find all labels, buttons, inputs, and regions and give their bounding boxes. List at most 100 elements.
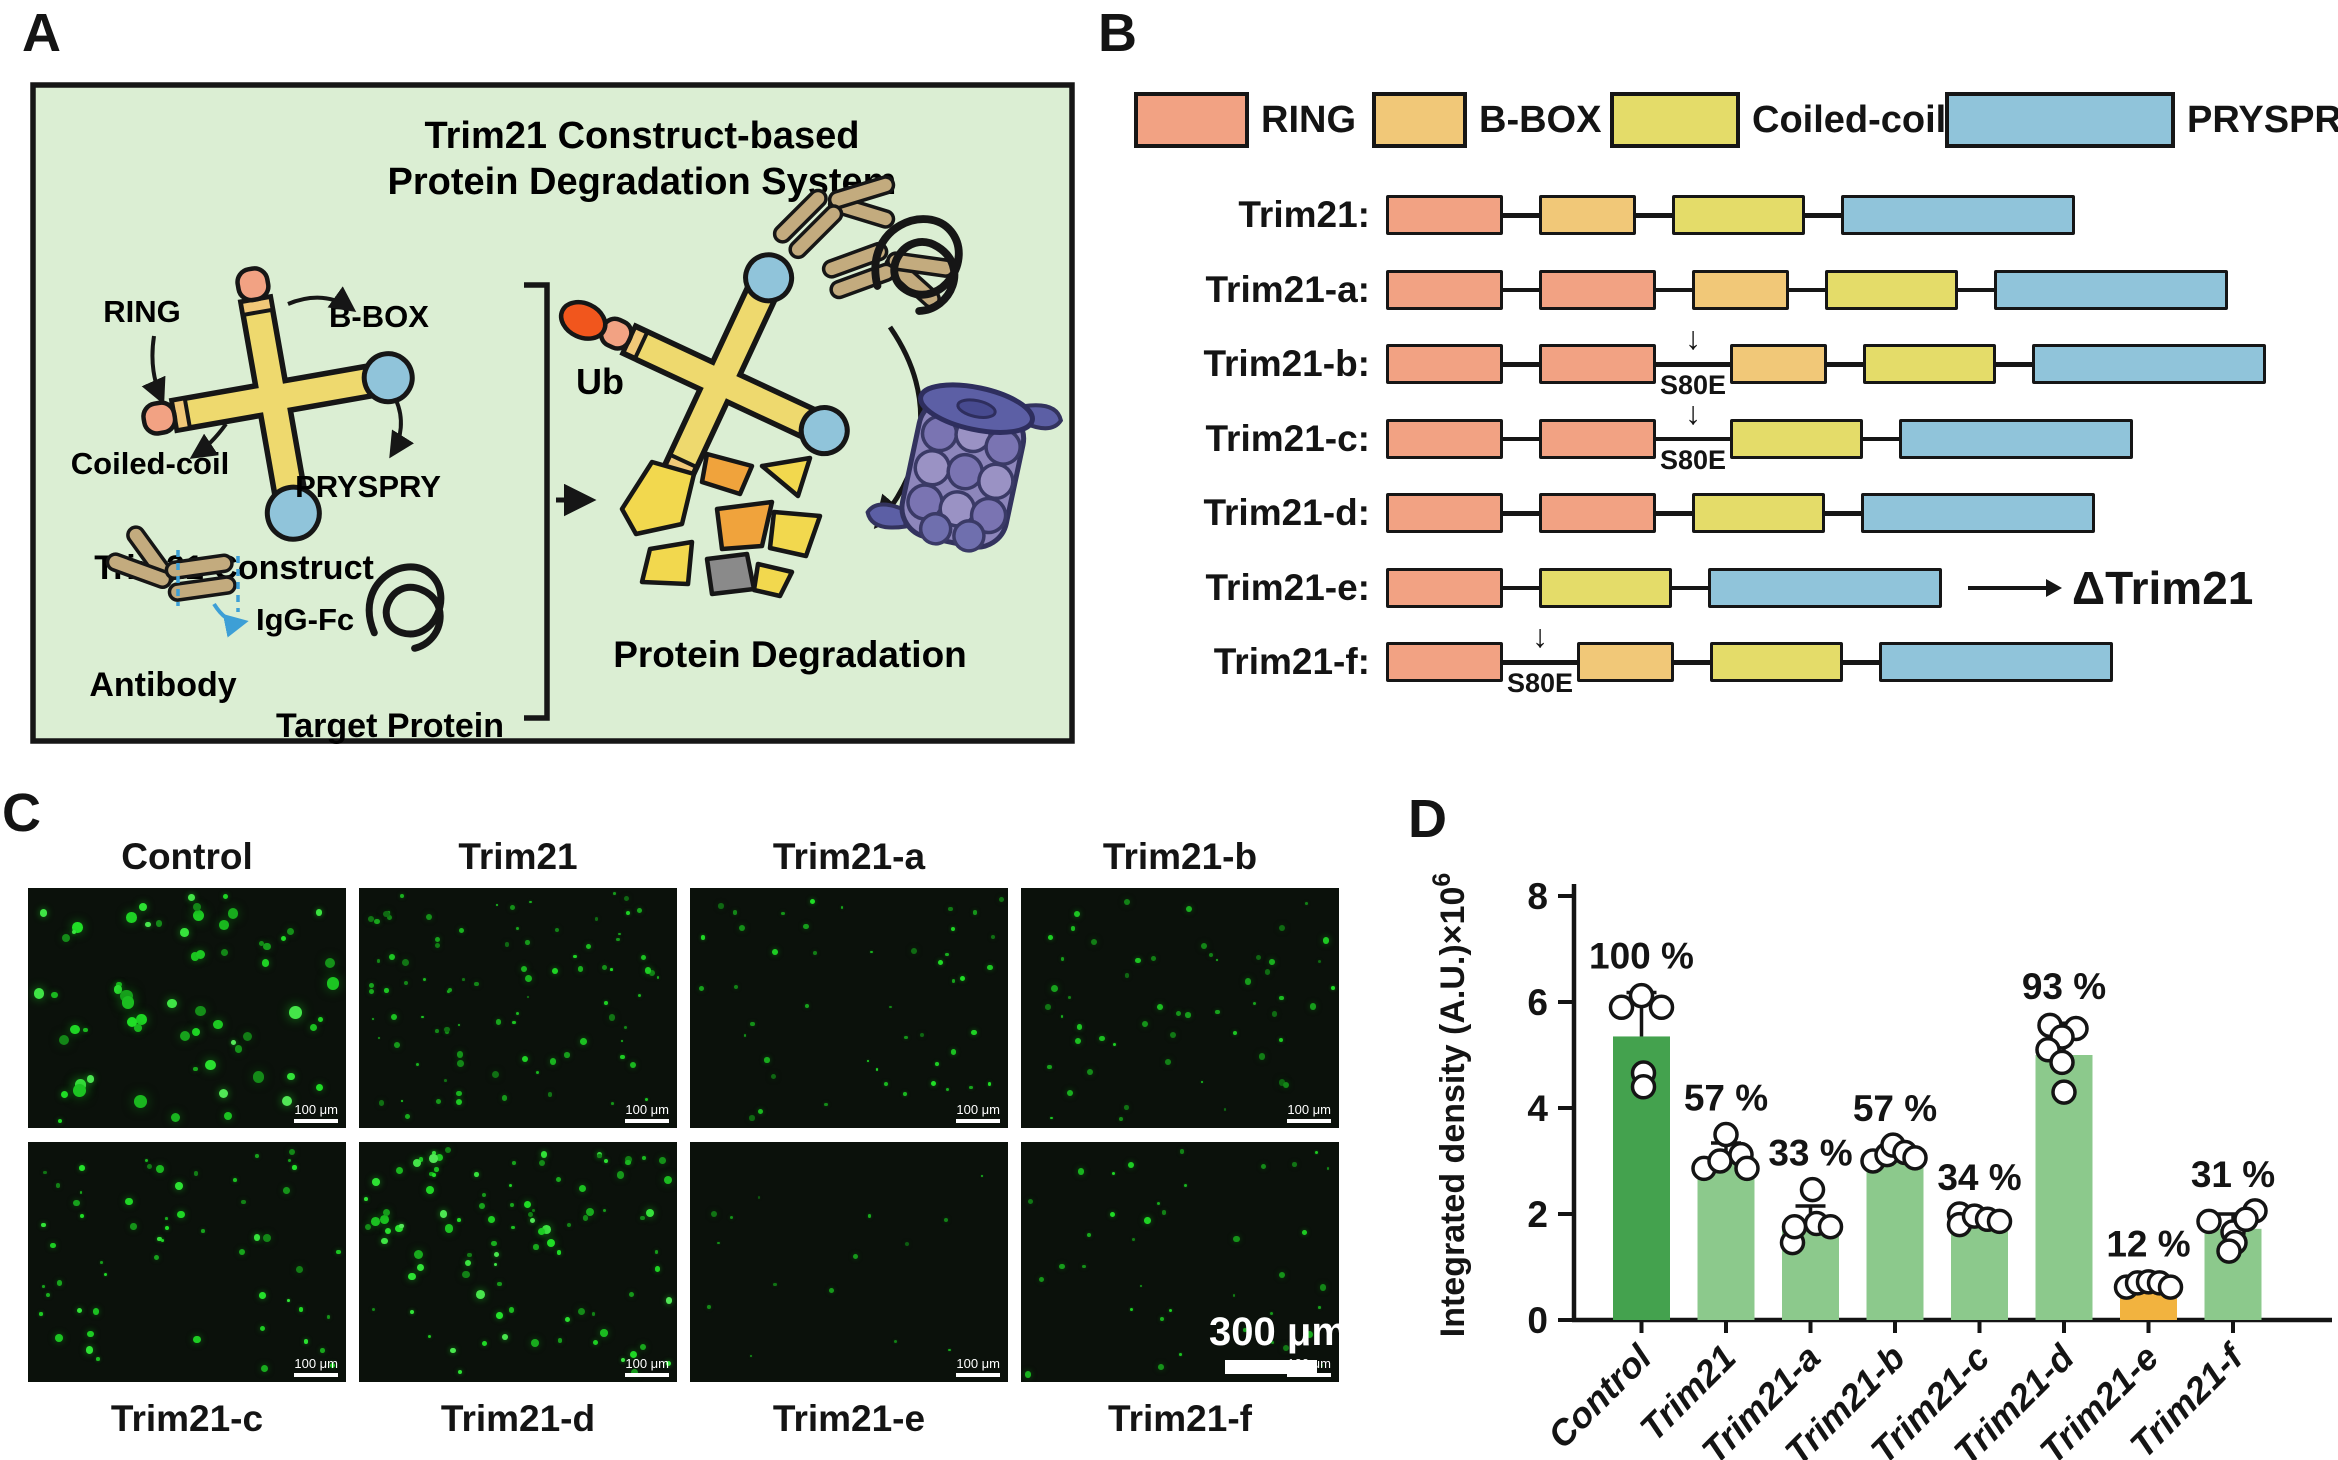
fluorescent-cell-dot <box>121 996 135 1009</box>
domain-box-bbox <box>1577 642 1674 683</box>
delta-trim21-callout: ΔTrim21 <box>1968 561 2253 615</box>
fluorescent-cell-dot <box>743 1034 747 1037</box>
fluorescent-cell-dot <box>96 1357 100 1361</box>
fluorescent-cell-dot <box>711 1211 718 1218</box>
fluorescent-cell-dot <box>1320 1284 1327 1291</box>
fluorescent-cell-dot <box>447 987 453 993</box>
fluorescent-cell-dot <box>288 1158 292 1162</box>
fluorescent-cell-dot <box>1074 1038 1082 1045</box>
fluorescent-cell-dot <box>781 911 785 916</box>
fluorescent-cell-dot <box>549 1058 557 1065</box>
fluorescent-cell-dot <box>1142 1020 1149 1027</box>
fluorescent-cell-dot <box>523 1200 531 1209</box>
fluorescent-cell-dot <box>78 1165 85 1171</box>
fluorescent-cell-dot <box>286 1299 290 1302</box>
fluorescent-cell-dot <box>444 1026 450 1032</box>
data-point-trim21 <box>1707 1148 1733 1174</box>
fluorescent-cell-dot <box>481 1192 487 1198</box>
domain-box-bbox <box>1730 344 1827 385</box>
fluorescent-cell-dot <box>263 1234 272 1242</box>
fluorescent-cell-dot <box>462 978 466 982</box>
domain-connector: ↓ S80E <box>1656 397 1730 475</box>
fluorescent-cell-dot <box>555 1177 562 1183</box>
fluorescent-cell-dot <box>540 1151 548 1159</box>
legend-item-ring: RING <box>1134 92 1356 148</box>
fluorescent-cell-dot <box>372 1178 380 1187</box>
construct-row-trim21-b: Trim21-b: ↓ S80E <box>1112 322 2338 402</box>
fluorescent-cell-dot <box>1269 1311 1274 1315</box>
fluorescent-cell-dot <box>258 1292 266 1299</box>
fluorescent-cell-dot <box>195 949 205 959</box>
fluorescent-cell-dot <box>223 1112 232 1121</box>
domain-box-ring <box>1386 418 1503 459</box>
fluorescent-cell-dot <box>155 919 163 927</box>
construct-row-trim21-c: Trim21-c: ↓ S80E <box>1112 397 2338 477</box>
y-tick-label: 8 <box>1527 876 1548 917</box>
fluorescent-cell-dot <box>259 1325 266 1332</box>
fluorescent-cell-dot <box>533 1244 539 1250</box>
fluorescent-cell-dot <box>421 1015 424 1019</box>
fluorescent-cell-dot <box>578 1307 586 1316</box>
domain-box-ring <box>1539 493 1656 534</box>
fluorescent-cell-dot <box>493 1251 499 1257</box>
fluorescent-cell-dot <box>440 1210 448 1218</box>
tile-label-trim21-d: Trim21-d <box>440 1398 596 1439</box>
ring-tip <box>235 266 271 303</box>
fluorescent-cell-dot <box>165 1217 168 1220</box>
fluorescent-cell-dot <box>1200 942 1208 950</box>
fluorescent-cell-dot <box>1068 996 1072 999</box>
fluorescent-cell-dot <box>431 1172 436 1177</box>
micro-scalebar-line <box>294 1373 338 1377</box>
fluorescent-cell-dot <box>99 1261 103 1265</box>
fluorescent-cell-dot <box>637 993 642 998</box>
fluorescent-cell-dot <box>749 1115 755 1121</box>
s80e-arrow-icon: ↓ <box>1685 320 1701 356</box>
data-point-trim21 <box>1713 1121 1739 1148</box>
construct-domain-sequence: ↓ S80E <box>1386 620 2113 698</box>
fluorescent-cell-dot <box>462 1270 470 1279</box>
fluorescent-cell-dot <box>1233 1235 1240 1242</box>
fluorescent-cell-dot <box>1050 985 1058 993</box>
fluorescent-cell-dot <box>1318 1306 1321 1309</box>
fluorescent-cell-dot <box>238 1249 245 1256</box>
fluorescent-cell-dot <box>394 1042 400 1048</box>
fluorescent-cell-dot <box>434 1167 439 1172</box>
fluorescent-cell-dot <box>390 1013 397 1020</box>
fluorescent-cell-dot <box>1164 1059 1171 1065</box>
domain-box-ring <box>1539 269 1656 310</box>
micro-scalebar-line <box>956 1119 1000 1123</box>
fluorescent-cell-dot <box>512 1021 516 1025</box>
fluorescent-cell-dot <box>613 892 616 895</box>
fluorescent-cell-dot <box>1264 969 1270 975</box>
fluorescent-cell-dot <box>459 927 465 933</box>
pryspry-node <box>264 484 322 542</box>
fluorescent-cell-dot <box>234 1044 243 1053</box>
panel-b-legend: RING B-BOX Coiled-coil PRYSPRY <box>1100 92 2338 164</box>
fluorescent-cell-dot <box>515 927 519 931</box>
micro-scalebar: 100 μm <box>294 1103 338 1123</box>
domain-connector: ↓ S80E <box>1656 322 1730 400</box>
legend-item-pryspry: PRYSPRY <box>1945 92 2338 148</box>
fluorescent-cell-dot <box>192 909 205 922</box>
fluorescent-cell-dot <box>1073 910 1080 917</box>
domain-box-cc <box>1710 642 1843 683</box>
fluorescent-cell-dot <box>127 1016 138 1027</box>
fluorescent-cell-dot <box>644 967 652 974</box>
fluorescent-cell-dot <box>435 936 441 942</box>
fluorescent-cell-dot <box>193 1066 198 1072</box>
legend-item-bbox: B-BOX <box>1372 92 1601 148</box>
domain-box-bbox <box>1692 269 1789 310</box>
fluorescent-cell-dot <box>1077 1168 1085 1176</box>
tile-label-trim21-e: Trim21-e <box>772 1398 926 1439</box>
fluorescent-cell-dot <box>554 927 560 933</box>
data-point-trim21-f <box>2196 1208 2222 1235</box>
fluorescent-cell-dot <box>749 1354 752 1358</box>
fluorescent-cell-dot <box>33 987 45 999</box>
micro-scalebar: 100 μm <box>625 1103 669 1123</box>
fluorescent-cell-dot <box>960 975 966 981</box>
fluorescent-cell-dot <box>79 1214 84 1219</box>
fluorescent-cell-dot <box>56 1183 61 1188</box>
pryspry-arrow <box>389 399 415 459</box>
fluorescent-cell-dot <box>86 1075 95 1083</box>
fluorescent-cell-dot <box>1157 1363 1164 1370</box>
